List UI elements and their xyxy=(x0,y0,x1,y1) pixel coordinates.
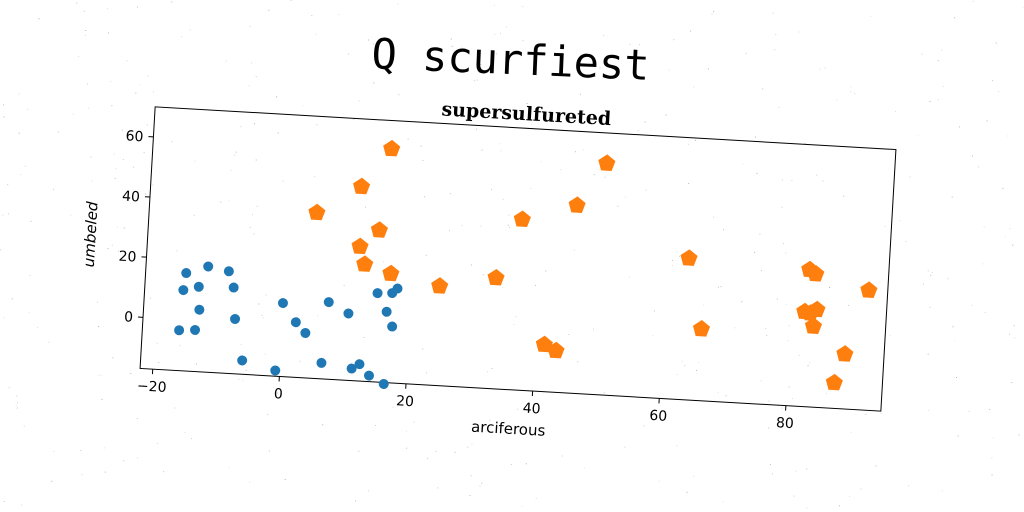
data-point xyxy=(383,139,401,156)
data-point xyxy=(598,154,616,171)
data-point xyxy=(568,196,586,213)
data-point xyxy=(381,306,392,317)
data-point xyxy=(370,221,388,238)
data-point xyxy=(291,317,302,328)
chart-title: supersulfureted xyxy=(441,98,612,130)
data-point xyxy=(387,321,398,332)
data-point xyxy=(228,282,239,293)
data-point xyxy=(860,281,878,298)
data-point xyxy=(352,177,370,194)
x-tick-label: 20 xyxy=(396,393,415,410)
data-point xyxy=(270,365,281,376)
series-1 xyxy=(171,260,403,390)
data-point xyxy=(351,237,369,254)
data-point xyxy=(513,210,531,227)
chart-figure: supersulfureted arciferous umbeled −20 0 2… xyxy=(71,78,897,459)
series-2 xyxy=(300,135,885,392)
x-tick-label: −20 xyxy=(136,378,166,396)
x-tick-label: 40 xyxy=(522,401,541,418)
y-tick-label: 40 xyxy=(122,188,141,205)
data-point xyxy=(190,325,201,336)
data-point xyxy=(323,297,334,308)
data-point xyxy=(356,255,374,272)
data-point xyxy=(487,268,505,285)
data-point xyxy=(364,370,375,381)
data-point xyxy=(230,314,241,325)
x-axis-label: arciferous xyxy=(471,418,546,440)
data-point xyxy=(692,320,710,337)
data-point xyxy=(382,264,400,281)
data-point xyxy=(178,285,189,296)
data-point xyxy=(680,249,698,266)
data-point xyxy=(181,268,192,279)
data-point xyxy=(378,379,389,390)
data-point xyxy=(372,288,383,299)
data-point xyxy=(836,345,854,362)
data-point xyxy=(278,298,289,309)
data-point xyxy=(308,203,326,220)
data-point xyxy=(193,281,204,292)
data-point xyxy=(194,304,205,315)
data-point xyxy=(825,373,843,390)
y-tick-label: 20 xyxy=(118,249,137,266)
data-point xyxy=(300,328,311,339)
data-point xyxy=(316,358,327,369)
y-tick-label: 60 xyxy=(125,128,144,145)
data-point xyxy=(431,277,449,294)
series-layer xyxy=(171,128,884,417)
x-tick-label: 60 xyxy=(649,408,668,425)
data-point xyxy=(174,325,185,336)
data-point xyxy=(343,308,354,319)
plot-frame xyxy=(140,107,896,411)
x-tick-label: 80 xyxy=(775,415,794,432)
y-tick-label: 0 xyxy=(124,309,134,325)
x-tick-label: 0 xyxy=(273,386,283,402)
data-point xyxy=(224,266,235,277)
y-axis-label: umbeled xyxy=(80,201,102,268)
data-point xyxy=(203,261,214,272)
data-point xyxy=(237,355,248,366)
